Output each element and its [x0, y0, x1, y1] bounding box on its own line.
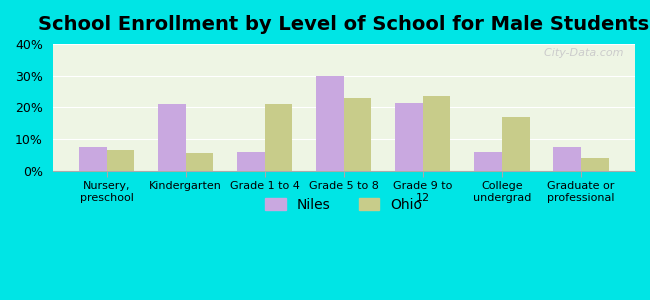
Bar [186, 154, 213, 171]
Bar [553, 147, 581, 171]
Bar [265, 104, 292, 171]
Bar [237, 152, 265, 171]
Bar [474, 152, 502, 171]
Bar [316, 76, 344, 171]
Bar [502, 117, 530, 171]
Bar [158, 104, 186, 171]
Bar [344, 98, 371, 171]
Bar [395, 103, 422, 171]
Bar [79, 147, 107, 171]
Bar [422, 96, 450, 171]
Text: City-Data.com: City-Data.com [537, 48, 623, 58]
Bar [581, 158, 608, 171]
Title: School Enrollment by Level of School for Male Students: School Enrollment by Level of School for… [38, 15, 649, 34]
Legend: Niles, Ohio: Niles, Ohio [259, 192, 428, 217]
Bar [107, 150, 135, 171]
